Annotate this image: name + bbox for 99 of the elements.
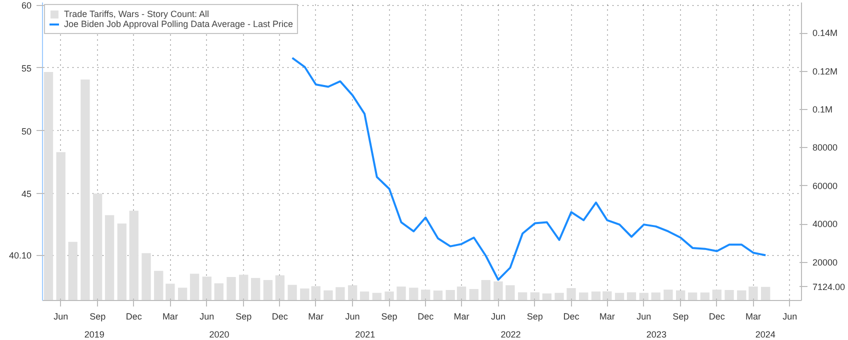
bar: [481, 280, 490, 300]
bar: [700, 292, 710, 300]
x-tick-label: Sep: [526, 312, 543, 322]
text: 2021: [355, 330, 376, 340]
bar: [336, 287, 345, 300]
bar: [226, 277, 236, 300]
bar: [300, 288, 310, 300]
bar: [494, 281, 503, 300]
x-tick-label: Dec: [708, 312, 726, 322]
x-tick-label: Jun: [54, 312, 68, 322]
y-tick-label: 50: [21, 126, 32, 136]
bar: [348, 285, 358, 300]
bar: [664, 290, 673, 300]
bar: [239, 274, 248, 300]
text: 2023: [646, 330, 666, 340]
bar: [712, 290, 722, 300]
x-tick-label: Jun: [200, 312, 214, 322]
x-tick-label: Jun: [490, 312, 506, 322]
bar: [142, 253, 151, 300]
bar: [202, 276, 212, 300]
bar: [433, 290, 443, 300]
bar: [56, 152, 66, 300]
y-tick-label: 45: [21, 189, 32, 200]
bar: [421, 290, 430, 300]
text: 2019: [84, 330, 104, 340]
x-tick-label: Jun: [345, 312, 360, 322]
bar: [676, 290, 686, 300]
y-tick-label: 60: [21, 0, 32, 11]
bar: [456, 286, 466, 300]
x-tick-label: Dec: [126, 312, 142, 322]
bar: [44, 72, 54, 300]
x-tick-label: Mar: [599, 312, 615, 322]
bar: [688, 292, 698, 300]
x-tick-label: Sep: [672, 312, 689, 322]
bar: [311, 286, 320, 300]
x-tick-label: Mar: [745, 312, 761, 322]
bar: [396, 286, 406, 300]
bar: [372, 292, 382, 300]
x-tick-label: Jun: [782, 312, 798, 322]
y2-tick-label: 80000: [812, 142, 838, 153]
y2-tick-label: 40000: [812, 219, 838, 230]
x-tick-label: Dec: [272, 312, 288, 322]
bar: [409, 288, 418, 300]
x-tick-label: Dec: [563, 312, 580, 322]
bar: [92, 194, 102, 300]
y2-tick-label: 0.1M: [812, 104, 833, 114]
x-tick-label: Mar: [308, 312, 324, 322]
x-tick-label: Sep: [381, 312, 398, 322]
bar: [579, 292, 588, 300]
y2-tick-label: 20000: [812, 257, 838, 268]
bar: [566, 288, 576, 300]
bar: [324, 290, 333, 300]
bar: [748, 286, 758, 300]
bar: [760, 286, 770, 300]
legend-label: Trade Tariffs, Wars - Story Count: All: [64, 9, 210, 19]
y-tick-label: 40.10: [8, 250, 32, 261]
bar: [542, 293, 552, 300]
legend-label: Joe Biden Job Approval Polling Data Average - Last Price: [64, 19, 293, 29]
bar: [506, 285, 515, 300]
text: 2020: [209, 330, 230, 340]
bar: [214, 283, 224, 300]
bar: [446, 290, 455, 300]
bar: [275, 275, 285, 300]
bar: [154, 270, 164, 300]
bar: [263, 280, 273, 300]
bar: [178, 288, 188, 300]
y2-tick-label: 7124.00: [812, 282, 846, 292]
line-series: [291, 56, 767, 281]
y2-tick-label: 60000: [812, 180, 838, 191]
bar: [651, 292, 660, 300]
bar: [80, 79, 90, 300]
x-tick-label: Sep: [236, 312, 252, 322]
bar: [166, 284, 175, 300]
bar: [190, 274, 200, 300]
text: 2022: [500, 330, 521, 340]
bar: [251, 278, 260, 300]
x-tick-label: Mar: [162, 312, 178, 322]
bar: [614, 292, 624, 300]
bar: [737, 290, 746, 300]
bar: [554, 292, 564, 300]
x-tick-label: Mar: [454, 312, 470, 322]
bar: [104, 215, 114, 300]
bar: [288, 284, 297, 300]
bar: [591, 292, 601, 300]
x-tick-label: Jun: [636, 312, 652, 322]
x-tick-label: Dec: [418, 312, 434, 322]
bar: [129, 210, 138, 300]
y2-tick-label: 0.12M: [812, 66, 838, 76]
bar: [724, 290, 734, 300]
bar: [469, 289, 478, 300]
bar: [384, 292, 394, 300]
y-tick-label: 55: [21, 63, 32, 74]
x-tick-label: Sep: [90, 312, 106, 322]
y2-tick-label: 0.14M: [812, 28, 838, 38]
bar: [360, 292, 370, 300]
bar: [68, 242, 78, 300]
bar: [117, 224, 126, 300]
bar: [602, 291, 612, 300]
text: 2024: [755, 330, 776, 340]
